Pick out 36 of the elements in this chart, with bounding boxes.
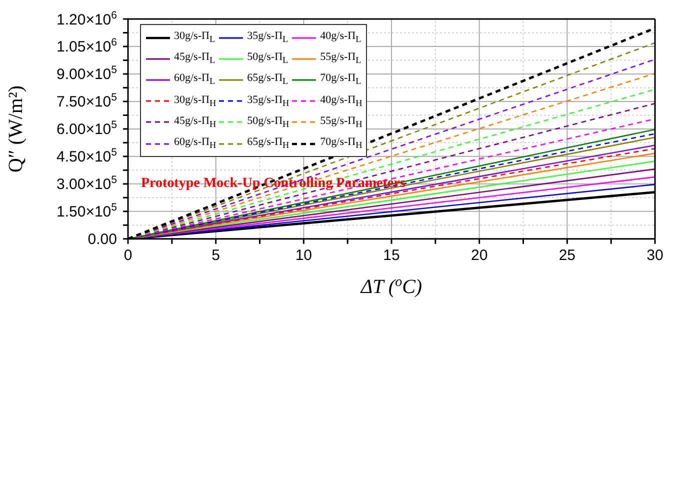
legend-label: 35g/s-Π$_{L}$	[247, 29, 288, 46]
y-tick-label: 7.50×10$^{5}$	[56, 92, 118, 111]
y-tick-label: 4.50×10$^{5}$	[56, 146, 118, 166]
legend-label: 35g/s-Π$_{H}$	[247, 92, 290, 110]
legend-label: 55g/s-Π$_{L}$	[320, 50, 362, 68]
y-tick-label: 0.00	[88, 231, 117, 248]
x-tick-label: 10	[295, 246, 312, 264]
legend-label: 60g/s-Π$_{H}$	[174, 134, 216, 152]
x-tick-label: 5	[212, 246, 220, 264]
legend-label: 60g/s-Π$_{L}$	[174, 71, 216, 89]
legend-label: 70g/s-Π$_{L}$	[320, 71, 362, 89]
legend-label: 65g/s-Π$_{L}$	[247, 71, 288, 89]
legend-label: 30g/s-Π$_{H}$	[174, 92, 216, 110]
y-axis-title: Q″ (W/m²)	[5, 85, 27, 172]
legend-label: 30g/s-Π$_{L}$	[174, 29, 216, 46]
legend-label: 40g/s-Π$_{H}$	[320, 92, 362, 110]
x-tick-label: 20	[470, 246, 488, 264]
y-tick-label: 1.50×10$^{5}$	[56, 202, 118, 221]
y-tick-label: 1.20×10$^{6}$	[56, 9, 118, 28]
legend-label: 45g/s-Π$_{L}$	[174, 50, 216, 68]
legend-label: 40g/s-Π$_{L}$	[320, 29, 362, 46]
x-axis-title: ΔT ($^{o}$C)	[360, 274, 422, 298]
legend-label: 50g/s-Π$_{L}$	[247, 50, 288, 68]
legend-label: 50g/s-Π$_{H}$	[247, 114, 290, 131]
y-tick-label: 1.05×10$^{6}$	[56, 36, 118, 56]
y-tick-label: 3.00×10$^{5}$	[56, 174, 118, 194]
y-tick-label: 6.00×10$^{5}$	[56, 119, 118, 138]
legend-label: 55g/s-Π$_{H}$	[320, 114, 362, 131]
x-tick-label: 30	[646, 246, 664, 264]
legend-label: 65g/s-Π$_{H}$	[247, 134, 290, 152]
legend-label: 45g/s-Π$_{H}$	[174, 114, 216, 131]
y-tick-label: 9.00×10$^{5}$	[56, 64, 118, 84]
x-tick-label: 25	[558, 246, 576, 264]
x-tick-label: 15	[383, 246, 400, 264]
legend-label: 70g/s-Π$_{H}$	[320, 134, 362, 152]
x-tick-label: 0	[124, 246, 132, 264]
